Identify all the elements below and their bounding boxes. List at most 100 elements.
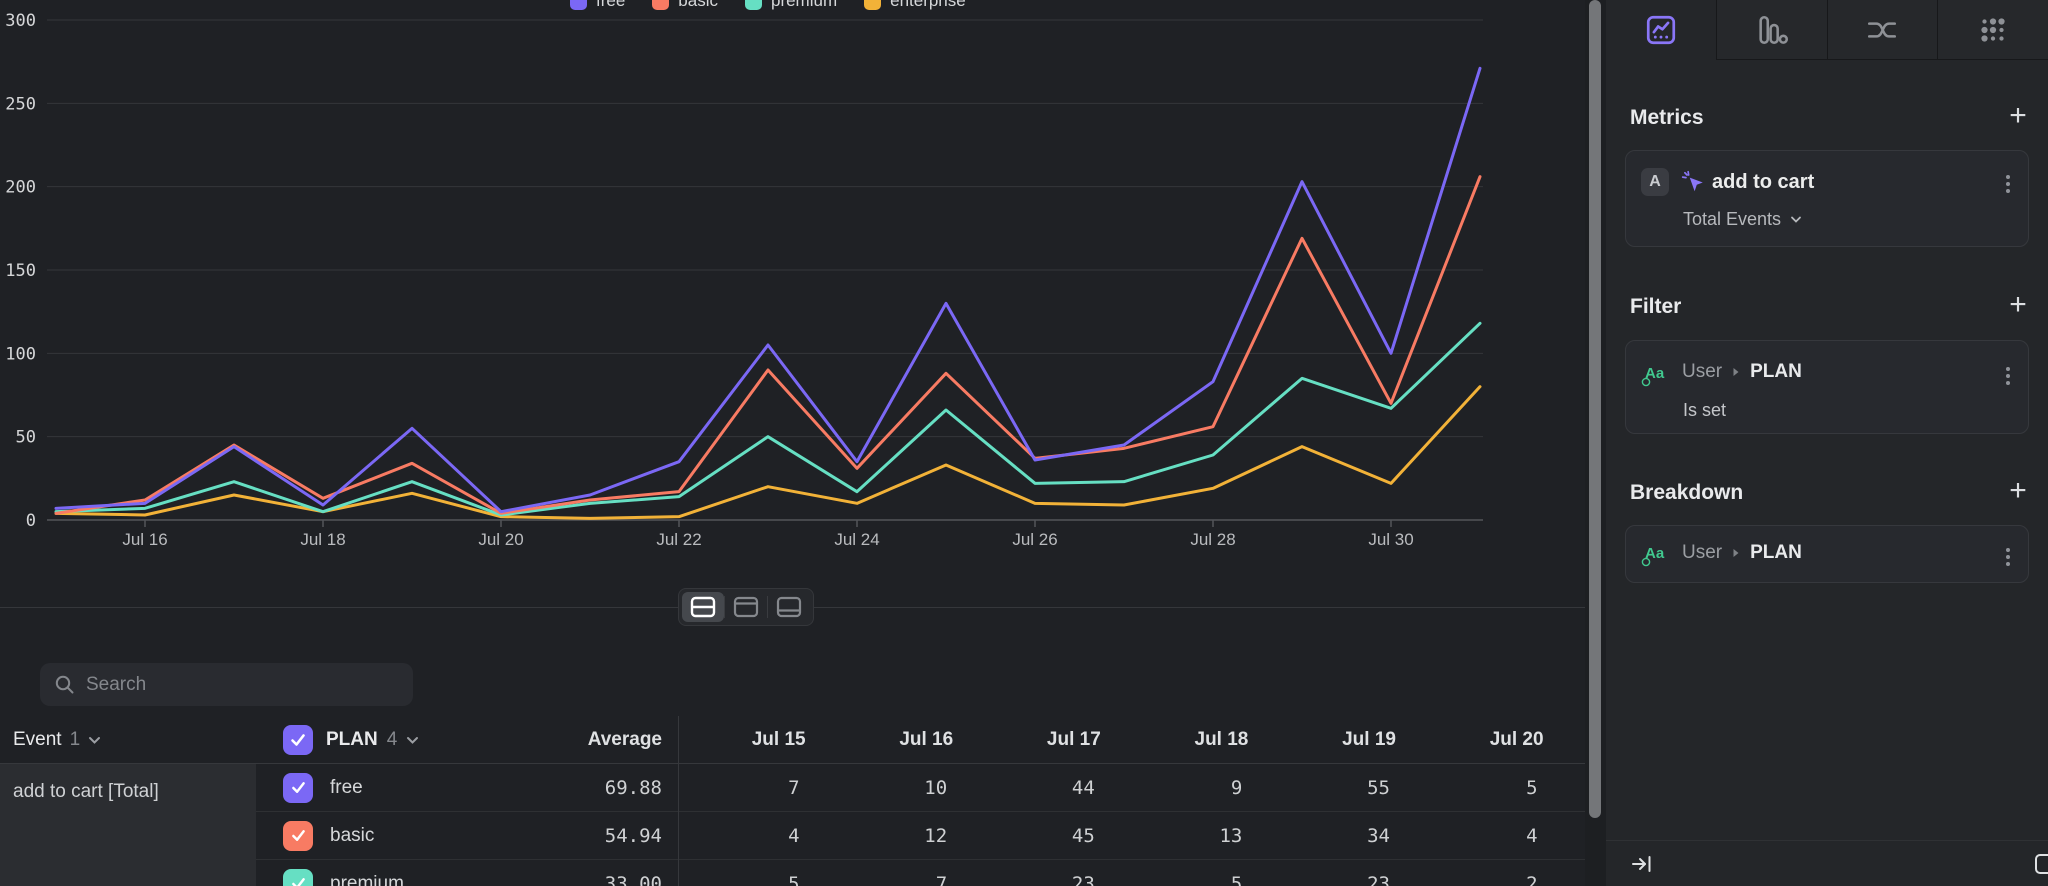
cell-average: 54.94 <box>604 824 662 847</box>
aggregation-dropdown[interactable]: Total Events <box>1683 209 1802 230</box>
cell-jul-15: 7 <box>788 776 800 799</box>
filter-property-breadcrumb: User PLAN <box>1682 361 1802 383</box>
series-free <box>54 66 1482 514</box>
legend-item-enterprise[interactable]: enterprise <box>864 0 966 11</box>
plan-select-all-checkbox[interactable] <box>283 725 313 755</box>
tab-insights[interactable] <box>1606 0 1716 60</box>
filter-property: PLAN <box>1750 361 1802 382</box>
scrollbar-thumb[interactable] <box>1589 0 1601 818</box>
table-row-premium: premium 33.00 5 7 23 5 23 2 <box>256 860 1585 886</box>
tab-retention[interactable] <box>1937 0 2048 60</box>
breakdown-scope: User <box>1682 542 1723 563</box>
svg-text:250: 250 <box>5 94 36 114</box>
cell-average: 33.00 <box>604 872 662 886</box>
search-input[interactable] <box>86 673 399 696</box>
cell-jul-18: 5 <box>1230 872 1243 886</box>
cell-jul-20: 4 <box>1526 824 1538 847</box>
cell-jul-19: 55 <box>1367 776 1390 799</box>
column-header-jul-18[interactable]: Jul 18 <box>1194 729 1249 750</box>
event-cell[interactable]: add to cart [Total] <box>0 764 256 886</box>
search-icon <box>55 675 74 694</box>
breakdown-options-menu[interactable] <box>2002 544 2014 570</box>
legend-color-chip <box>570 0 587 10</box>
filter-section-title: Filter <box>1630 295 1682 318</box>
legend-color-chip <box>744 0 762 10</box>
tab-flows[interactable] <box>1826 0 1938 60</box>
cell-jul-19: 34 <box>1367 824 1390 847</box>
plan-count: 4 <box>386 729 398 750</box>
check-icon <box>291 830 305 841</box>
funnels-bars-icon <box>1759 15 1788 44</box>
svg-text:300: 300 <box>5 11 36 31</box>
column-header-jul-20[interactable]: Jul 20 <box>1489 729 1544 750</box>
legend-item-basic[interactable]: basic <box>652 0 718 11</box>
legend-color-chip <box>652 0 670 10</box>
flows-icon <box>1868 21 1897 38</box>
cell-jul-20: 2 <box>1526 872 1538 886</box>
breakdown-property-breadcrumb: User PLAN <box>1682 542 1802 564</box>
chart-only-button[interactable] <box>725 592 767 622</box>
footer-divider <box>1606 840 2048 841</box>
breadcrumb-arrow-icon <box>1733 368 1739 376</box>
table-only-button[interactable] <box>768 592 810 622</box>
split-view-button[interactable] <box>682 592 724 622</box>
svg-text:Aa: Aa <box>1645 545 1665 562</box>
column-header-jul-16[interactable]: Jul 16 <box>899 729 954 750</box>
filter-options-menu[interactable] <box>2002 363 2014 389</box>
table-only-icon <box>776 596 802 618</box>
legend-color-chip <box>864 0 882 10</box>
check-icon <box>291 878 305 886</box>
svg-text:200: 200 <box>5 178 36 198</box>
aggregation-label: Total Events <box>1683 209 1782 229</box>
column-header-jul-15[interactable]: Jul 15 <box>751 729 806 750</box>
row-checkbox-basic[interactable] <box>283 820 313 851</box>
cell-jul-15: 5 <box>788 872 800 886</box>
check-icon <box>291 782 305 793</box>
cell-jul-16: 7 <box>935 872 948 886</box>
event-count: 1 <box>69 729 81 750</box>
toggle-separator <box>724 596 725 618</box>
vertical-scrollbar <box>1585 0 1606 886</box>
report-main-area: free basic premium enterprise 0 50 100 150 200 2… <box>0 0 1585 886</box>
svg-text:0: 0 <box>26 511 36 531</box>
table-header-row: Event 1 PLAN 4 <box>0 716 1585 764</box>
text-property-icon: Aa <box>1641 365 1665 387</box>
svg-text:Jul 26: Jul 26 <box>1012 530 1057 549</box>
cell-jul-16: 12 <box>924 824 948 847</box>
svg-text:150: 150 <box>5 261 36 281</box>
table-row-free: free 69.88 7 10 44 9 55 5 <box>256 764 1585 812</box>
row-label: premium <box>330 872 404 886</box>
panel-layout-button[interactable] <box>2034 852 2048 881</box>
row-checkbox-premium[interactable] <box>283 868 313 886</box>
add-metric-button[interactable]: + <box>2009 99 2027 132</box>
series-enterprise <box>54 385 1482 520</box>
collapse-panel-button[interactable] <box>1630 852 1654 881</box>
column-header-jul-17[interactable]: Jul 17 <box>1046 729 1101 750</box>
svg-text:100: 100 <box>5 344 36 364</box>
plan-header-group[interactable]: PLAN 4 <box>326 729 419 751</box>
plan-header-label: PLAN <box>326 729 378 750</box>
cell-jul-19: 23 <box>1367 872 1390 886</box>
filter-card[interactable]: Aa User PLAN Is set <box>1625 340 2029 434</box>
breakdown-card[interactable]: Aa User PLAN <box>1625 525 2029 583</box>
metric-card[interactable]: A add to cart Total Events <box>1625 150 2029 247</box>
cell-jul-20: 5 <box>1526 776 1538 799</box>
legend-item-premium[interactable]: premium <box>744 0 837 11</box>
line-chart: 0 50 100 150 200 250 300 Jul 16 Jul 18 Jul 20 Jul … <box>5 11 1483 549</box>
event-column-header[interactable]: Event 1 <box>13 716 101 764</box>
add-filter-button[interactable]: + <box>2009 288 2027 321</box>
filter-operator[interactable]: Is set <box>1683 400 1726 421</box>
event-header-label: Event <box>13 729 62 750</box>
row-checkbox-free[interactable] <box>283 772 313 803</box>
cell-jul-17: 23 <box>1071 872 1095 886</box>
tab-funnels[interactable] <box>1715 0 1827 60</box>
column-header-jul-19[interactable]: Jul 19 <box>1342 729 1396 750</box>
report-type-tabs <box>1606 0 2048 60</box>
column-header-average[interactable]: Average <box>587 729 662 750</box>
legend-item-free[interactable]: free <box>570 0 625 11</box>
svg-text:Aa: Aa <box>1645 365 1665 382</box>
add-breakdown-button[interactable]: + <box>2009 474 2027 507</box>
breakdown-section-title: Breakdown <box>1630 481 1744 504</box>
metric-options-menu[interactable] <box>2002 171 2014 197</box>
cell-average: 69.88 <box>604 776 662 799</box>
